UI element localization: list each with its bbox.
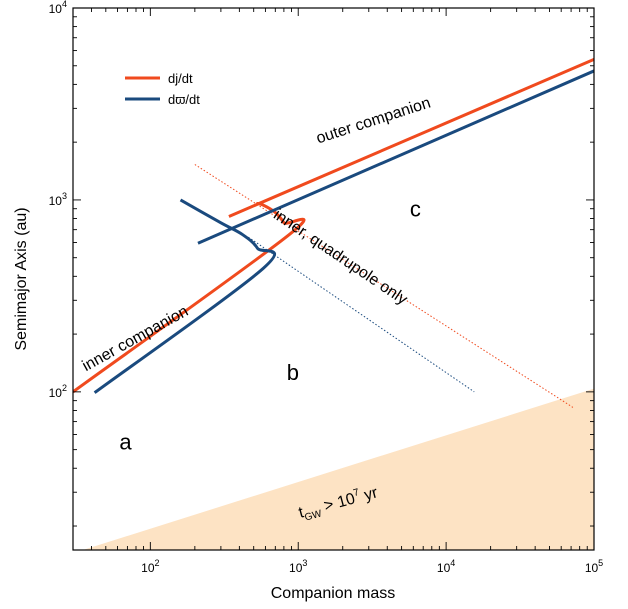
plot-frame — [72, 7, 595, 551]
y-axis-title: Semimajor Axis (au) — [13, 207, 30, 350]
x-tick-label: 104 — [437, 558, 455, 575]
x-tick-label: 102 — [141, 558, 159, 575]
series-line-4 — [197, 69, 594, 245]
curve-annotation: inner, quadrupole only — [270, 206, 410, 308]
series-line-3 — [93, 198, 277, 394]
ticks-layer — [72, 7, 595, 550]
curve-annotation: outer companion — [314, 94, 433, 147]
y-tick-label: 104 — [49, 0, 67, 16]
x-axis-title: Companion mass — [271, 585, 396, 602]
x-tick-label: 105 — [585, 558, 603, 575]
series-line-1 — [228, 57, 594, 218]
x-tick-label: 103 — [289, 558, 307, 575]
shaded-layer — [82, 388, 594, 550]
y-tick-label: 102 — [49, 383, 67, 400]
plot-area — [73, 57, 594, 550]
series-layer — [73, 57, 594, 408]
gw-shaded-region — [82, 388, 594, 550]
legend-label-dvarpi-dt: dϖ/dt — [168, 92, 200, 107]
series-line-0 — [73, 201, 306, 394]
region-label-b: b — [287, 360, 299, 385]
legend: dj/dt dϖ/dt — [125, 71, 200, 107]
series-line-5 — [248, 236, 475, 393]
legend-label-dj-dt: dj/dt — [168, 71, 193, 86]
series-line-2 — [194, 164, 574, 408]
region-label-c: c — [410, 196, 421, 221]
y-tick-label: 103 — [49, 191, 67, 208]
region-label-a: a — [119, 430, 132, 455]
